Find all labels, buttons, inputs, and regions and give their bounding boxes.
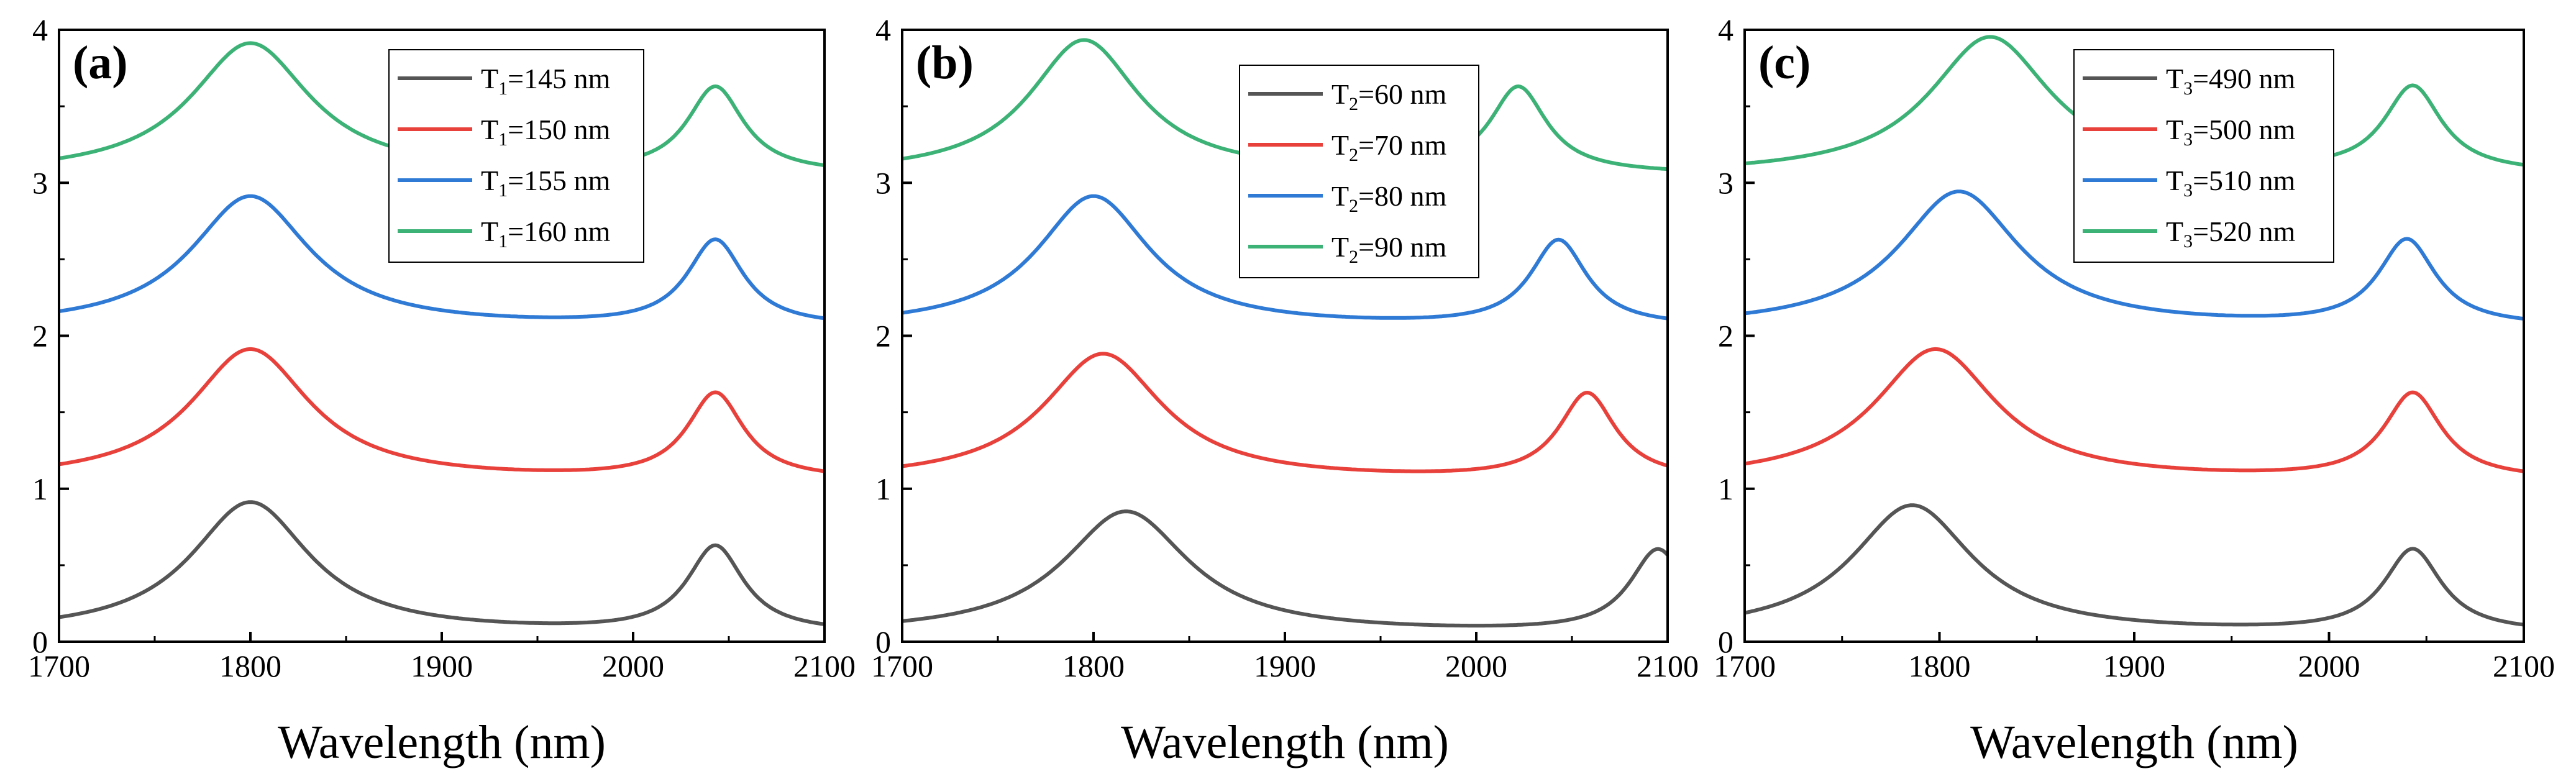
x-tick-label: 2000 (602, 649, 664, 683)
legend: T2=60 nm T2=70 nm T2=80 nm T2=90 nm (1239, 65, 1479, 278)
legend-entry: T3=520 nm (2166, 216, 2296, 252)
series-line-1 (58, 500, 825, 626)
x-tick-label: 1800 (1909, 649, 1971, 683)
legend-box (388, 49, 644, 263)
legend-entry: T3=490 nm (2166, 63, 2296, 99)
chart-panel: 1700 1800 1900 2000 2100 0 1 2 3 4 Wavelength (nm)… (871, 12, 1699, 768)
series-line-3 (902, 194, 1668, 321)
x-tick-label: 1700 (1714, 649, 1776, 683)
x-axis-label: Wavelength (nm) (1970, 716, 2298, 768)
chart-panel: 1700 1800 1900 2000 2100 0 1 2 3 4 Wavelength (nm)… (1714, 12, 2555, 768)
legend-box (2073, 49, 2334, 263)
y-tick-label: 0 (32, 624, 48, 659)
x-tick-label: 2100 (793, 649, 856, 683)
x-axis-label: Wavelength (nm) (1121, 716, 1449, 768)
panel-label: (a) (73, 37, 128, 89)
legend: T1=145 nm T1=150 nm T1=155 nm T1=160 nm (388, 49, 644, 263)
legend-entry: T2=60 nm (1331, 78, 1447, 114)
legend: T3=490 nm T3=500 nm T3=510 nm T3=520 nm (2073, 49, 2334, 263)
legend-box (1239, 65, 1479, 278)
x-tick-label: 1900 (411, 649, 473, 683)
series-line-3 (1744, 189, 2524, 321)
x-tick-label: 2100 (1637, 649, 1699, 683)
y-tick-label: 2 (1718, 319, 1733, 353)
x-tick-label: 2100 (2493, 649, 2555, 683)
legend-entry: T1=155 nm (481, 165, 611, 201)
y-tick-label: 1 (1718, 472, 1733, 506)
x-tick-label: 1800 (219, 649, 281, 683)
y-tick-label: 0 (1718, 624, 1733, 659)
legend-entry: T3=500 nm (2166, 114, 2296, 150)
x-tick-label: 2000 (1445, 649, 1507, 683)
x-tick-label: 1900 (2103, 649, 2165, 683)
y-tick-label: 2 (32, 319, 48, 353)
legend-entry: T1=160 nm (481, 216, 611, 252)
legend-entry: T2=90 nm (1331, 231, 1447, 267)
x-tick-label: 1700 (871, 649, 933, 683)
y-tick-label: 1 (875, 472, 891, 506)
legend-entry: T2=80 nm (1331, 180, 1447, 216)
legend-entry: T2=70 nm (1331, 129, 1447, 165)
y-tick-label: 1 (32, 472, 48, 506)
series-line-3 (58, 194, 825, 321)
series-line-1 (902, 509, 1669, 628)
x-tick-label: 2000 (2298, 649, 2360, 683)
x-tick-label: 1700 (28, 649, 90, 683)
chart-panel: 1700 1800 1900 2000 2100 0 1 2 3 4 Wavelength (nm)… (28, 12, 856, 768)
y-tick-label: 4 (1718, 12, 1733, 47)
x-tick-label: 1800 (1062, 649, 1125, 683)
y-tick-label: 3 (32, 165, 48, 200)
x-tick-label: 1900 (1254, 649, 1316, 683)
y-tick-label: 2 (875, 319, 891, 353)
y-tick-label: 4 (32, 12, 48, 47)
series-line-1 (1744, 503, 2524, 627)
y-tick-label: 3 (875, 165, 891, 200)
series-line-2 (902, 352, 1668, 473)
series-line-2 (1744, 347, 2524, 473)
series-line-2 (58, 347, 825, 473)
panel-label: (b) (916, 37, 974, 89)
y-tick-label: 3 (1718, 165, 1733, 200)
legend-entry: T3=510 nm (2166, 165, 2296, 201)
legend-entry: T1=150 nm (481, 114, 611, 150)
legend-entry: T1=145 nm (481, 63, 611, 99)
y-tick-label: 0 (875, 624, 891, 659)
y-tick-label: 4 (875, 12, 891, 47)
panel-label: (c) (1758, 37, 1811, 89)
x-axis-label: Wavelength (nm) (278, 716, 606, 768)
